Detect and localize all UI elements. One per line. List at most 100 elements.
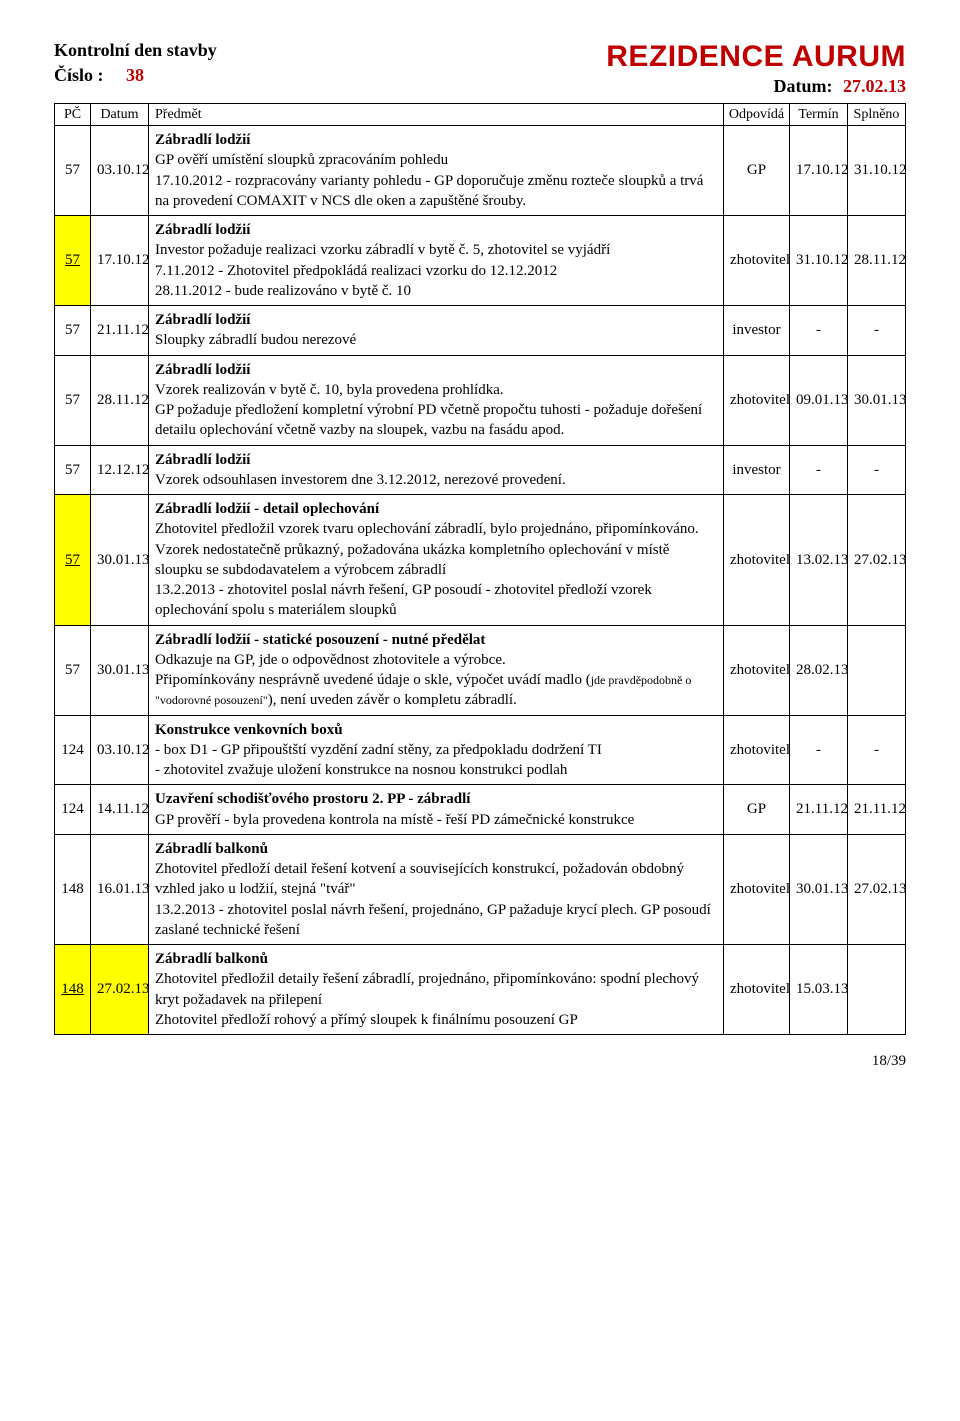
row-title: Uzavření schodišťového prostoru 2. PP - …	[155, 789, 717, 809]
cell-odpovida: zhotovitel	[724, 355, 790, 445]
row-body: - zhotovitel zvažuje uložení konstrukce …	[155, 760, 717, 780]
cell-predmet: Konstrukce venkovních boxů - box D1 - GP…	[149, 715, 724, 785]
cell-predmet: Zábradlí lodžií - statické posouzení - n…	[149, 625, 724, 715]
row-title: Zábradlí lodžií - statické posouzení - n…	[155, 630, 717, 650]
cell-datum: 21.11.12	[91, 306, 149, 356]
row-title: Zábradlí balkonů	[155, 949, 717, 969]
cell-termin: 30.01.13	[790, 834, 848, 944]
main-table: PČ Datum Předmět Odpovídá Termín Splněno…	[54, 103, 906, 1035]
cell-predmet: Zábradlí lodžií Vzorek odsouhlasen inves…	[149, 445, 724, 495]
cell-datum: 03.10.12	[91, 126, 149, 216]
cell-datum: 12.12.12	[91, 445, 149, 495]
row-body: GP požaduje předložení kompletní výrobní…	[155, 400, 717, 441]
cell-termin: -	[790, 715, 848, 785]
cell-splneno: 27.02.13	[848, 834, 906, 944]
cell-predmet: Zábradlí balkonů Zhotovitel předloží det…	[149, 834, 724, 944]
cell-odpovida: investor	[724, 306, 790, 356]
header-right: REZIDENCE AURUM Datum: 27.02.13	[606, 40, 906, 97]
cell-datum: 30.01.13	[91, 495, 149, 626]
row-body: - box D1 - GP připouštští vyzdění zadní …	[155, 740, 717, 760]
col-pc: PČ	[55, 104, 91, 126]
cell-predmet: Zábradlí lodžií Vzorek realizován v bytě…	[149, 355, 724, 445]
cell-predmet: Zábradlí lodžií Sloupky zábradlí budou n…	[149, 306, 724, 356]
page-header: Kontrolní den stavby Číslo : 38 REZIDENC…	[54, 40, 906, 97]
header-left-title: Kontrolní den stavby	[54, 40, 217, 61]
col-termin: Termín	[790, 104, 848, 126]
cell-termin: 15.03.13	[790, 945, 848, 1035]
cell-odpovida: GP	[724, 126, 790, 216]
row-body-pre: Připomínkovány nesprávně uvedené údaje o…	[155, 672, 591, 688]
cell-splneno: 28.11.12	[848, 216, 906, 306]
cell-termin: 21.11.12	[790, 785, 848, 835]
cell-odpovida: zhotovitel	[724, 495, 790, 626]
row-title: Konstrukce venkovních boxů	[155, 720, 717, 740]
cell-pc: 57	[55, 445, 91, 495]
cell-pc: 57	[55, 355, 91, 445]
cell-datum: 30.01.13	[91, 625, 149, 715]
cell-odpovida: zhotovitel	[724, 945, 790, 1035]
table-row: 57 30.01.13 Zábradlí lodžií - detail opl…	[55, 495, 906, 626]
table-row: 57 03.10.12 Zábradlí lodžií GP ověří umí…	[55, 126, 906, 216]
cell-datum: 14.11.12	[91, 785, 149, 835]
col-datum: Datum	[91, 104, 149, 126]
cell-odpovida: zhotovitel	[724, 216, 790, 306]
table-row: 57 12.12.12 Zábradlí lodžií Vzorek odsou…	[55, 445, 906, 495]
table-row: 124 14.11.12 Uzavření schodišťového pros…	[55, 785, 906, 835]
cell-termin: 09.01.13	[790, 355, 848, 445]
cell-termin: 28.02.13	[790, 625, 848, 715]
col-predmet: Předmět	[149, 104, 724, 126]
row-title: Zábradlí lodžií	[155, 220, 717, 240]
cell-odpovida: investor	[724, 445, 790, 495]
row-body: Vzorek nedostatečně průkazný, požadována…	[155, 540, 717, 581]
cell-datum: 17.10.12	[91, 216, 149, 306]
col-splneno: Splněno	[848, 104, 906, 126]
page-root: Kontrolní den stavby Číslo : 38 REZIDENC…	[0, 0, 960, 1100]
table-row: 57 17.10.12 Zábradlí lodžií Investor pož…	[55, 216, 906, 306]
page-number: 18/39	[54, 1053, 906, 1070]
cell-pc: 124	[55, 715, 91, 785]
header-cislo-value: 38	[126, 65, 144, 85]
row-body: Investor požaduje realizaci vzorku zábra…	[155, 240, 717, 260]
header-datum-value: 27.02.13	[843, 76, 906, 96]
table-row: 148 27.02.13 Zábradlí balkonů Zhotovitel…	[55, 945, 906, 1035]
cell-pc: 57	[55, 216, 91, 306]
cell-pc: 124	[55, 785, 91, 835]
cell-splneno: -	[848, 715, 906, 785]
row-body: 7.11.2012 - Zhotovitel předpokládá reali…	[155, 261, 717, 281]
row-body: 13.2.2013 - zhotovitel poslal návrh řeše…	[155, 580, 717, 621]
cell-predmet: Zábradlí lodžií - detail oplechování Zho…	[149, 495, 724, 626]
cell-predmet: Uzavření schodišťového prostoru 2. PP - …	[149, 785, 724, 835]
header-right-sub: Datum: 27.02.13	[606, 76, 906, 97]
row-body-post: ), není uveden závěr o kompletu zábradlí…	[268, 692, 517, 708]
row-title: Zábradlí lodžií	[155, 450, 717, 470]
cell-predmet: Zábradlí lodžií GP ověří umístění sloupk…	[149, 126, 724, 216]
table-row: 148 16.01.13 Zábradlí balkonů Zhotovitel…	[55, 834, 906, 944]
cell-datum: 03.10.12	[91, 715, 149, 785]
cell-pc: 57	[55, 126, 91, 216]
cell-predmet: Zábradlí lodžií Investor požaduje realiz…	[149, 216, 724, 306]
cell-odpovida: zhotovitel	[724, 625, 790, 715]
row-body: Zhotovitel předložil detaily řešení zábr…	[155, 969, 717, 1010]
header-right-title: REZIDENCE AURUM	[606, 40, 906, 74]
cell-splneno: 21.11.12	[848, 785, 906, 835]
cell-splneno: 31.10.12	[848, 126, 906, 216]
row-body: GP prověří - byla provedena kontrola na …	[155, 810, 717, 830]
cell-datum: 16.01.13	[91, 834, 149, 944]
col-odpovida: Odpovídá	[724, 104, 790, 126]
header-datum-label: Datum:	[774, 76, 833, 96]
table-header-row: PČ Datum Předmět Odpovídá Termín Splněno	[55, 104, 906, 126]
cell-termin: 31.10.12	[790, 216, 848, 306]
table-row: 57 28.11.12 Zábradlí lodžií Vzorek reali…	[55, 355, 906, 445]
row-body: 28.11.2012 - bude realizováno v bytě č. …	[155, 281, 717, 301]
row-title: Zábradlí lodžií	[155, 360, 717, 380]
header-cislo-label: Číslo :	[54, 65, 104, 85]
row-body: Připomínkovány nesprávně uvedené údaje o…	[155, 670, 717, 711]
row-body: 17.10.2012 - rozpracovány varianty pohle…	[155, 171, 717, 212]
table-body: 57 03.10.12 Zábradlí lodžií GP ověří umí…	[55, 126, 906, 1035]
cell-splneno: -	[848, 445, 906, 495]
cell-termin: 17.10.12	[790, 126, 848, 216]
row-body: Sloupky zábradlí budou nerezové	[155, 330, 717, 350]
cell-splneno: 30.01.13	[848, 355, 906, 445]
row-title: Zábradlí lodžií	[155, 130, 717, 150]
cell-splneno	[848, 945, 906, 1035]
